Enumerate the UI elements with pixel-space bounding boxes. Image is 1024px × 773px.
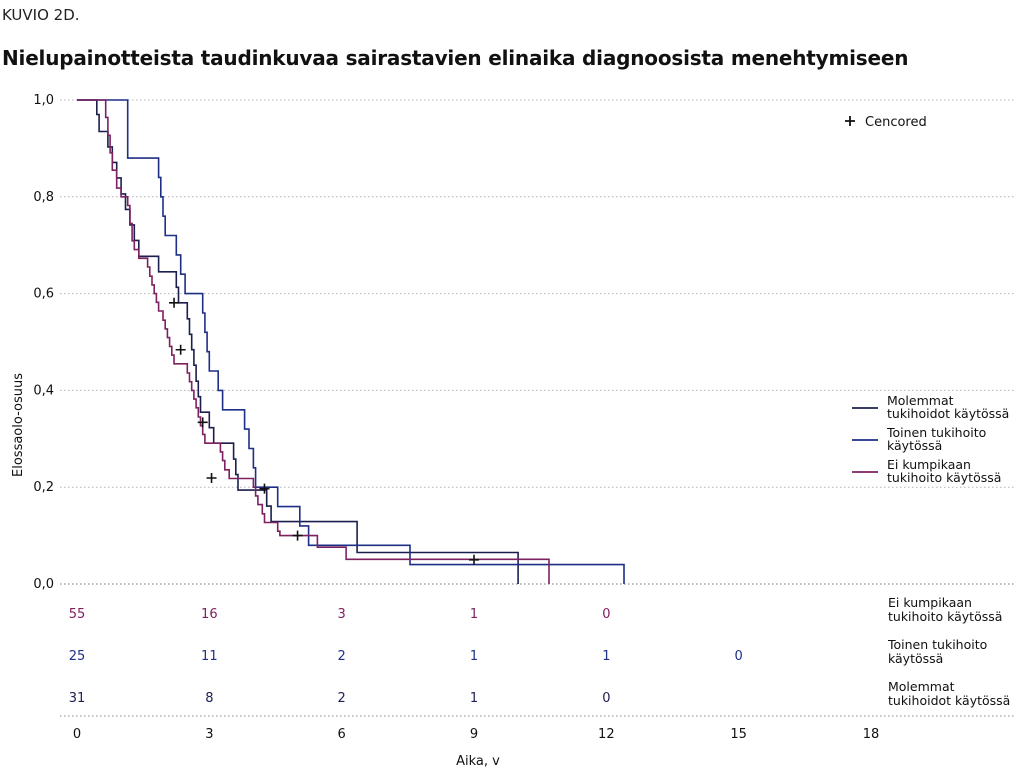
figure-title: Nielupainotteista taudinkuvaa sairastavi…: [2, 46, 909, 70]
censor-marks: [169, 297, 479, 565]
x-tick-label: 15: [730, 727, 747, 742]
censor-mark: [292, 530, 303, 541]
legend-label-second: käytössä: [887, 438, 942, 453]
survival-curve-neither: [77, 99, 550, 584]
y-tick-label: 0,6: [33, 287, 54, 302]
risk-count-second: 0: [735, 649, 743, 664]
legend-label-neither: tukihoito käytössä: [887, 470, 1001, 485]
figure-label: KUVIO 2D.: [2, 6, 80, 24]
censor-legend-icon: [845, 116, 855, 126]
risk-count-both: 8: [205, 691, 213, 706]
x-axis-label: Aika, v: [456, 754, 500, 769]
risk-row-label-both: Molemmat: [888, 679, 955, 694]
censor-mark: [175, 344, 186, 355]
censor-mark: [259, 483, 270, 494]
risk-count-second: 1: [602, 649, 610, 664]
x-tick-label: 12: [598, 727, 615, 742]
x-tick-label: 6: [338, 727, 346, 742]
risk-count-second: 11: [201, 649, 218, 664]
grid-lines: [60, 99, 1016, 585]
x-tick-label: 3: [205, 727, 213, 742]
survival-curve-second: [77, 99, 625, 584]
risk-count-both: 1: [470, 691, 478, 706]
x-tick-label: 0: [73, 727, 81, 742]
x-axis-ticks: 0 3 6 9 12 15 18: [73, 727, 879, 742]
risk-row-label-second: Toinen tukihoito: [887, 637, 987, 652]
risk-count-second: 2: [338, 649, 346, 664]
censor-mark: [469, 554, 479, 565]
y-tick-label: 0,2: [33, 480, 54, 495]
risk-count-both: 2: [338, 691, 346, 706]
censor-mark: [197, 417, 208, 428]
risk-count-neither: 1: [470, 607, 478, 622]
risk-row-label-neither: Ei kumpikaan: [888, 595, 972, 610]
risk-row-label-second: käytössä: [888, 651, 943, 666]
survival-curve-both: [77, 99, 519, 584]
risk-count-both: 31: [69, 691, 86, 706]
x-tick-label: 18: [863, 727, 880, 742]
x-tick-label: 9: [470, 727, 478, 742]
risk-count-neither: 0: [602, 607, 610, 622]
censor-mark: [169, 297, 180, 308]
risk-count-second: 1: [470, 649, 478, 664]
risk-row-label-both: tukihoidot käytössä: [888, 693, 1010, 708]
y-tick-label: 0,4: [33, 383, 54, 398]
censor-mark: [206, 473, 217, 484]
risk-count-second: 25: [69, 649, 86, 664]
censor-legend-label: Cencored: [865, 115, 927, 130]
y-tick-label: 1,0: [33, 93, 54, 108]
risk-count-neither: 3: [338, 607, 346, 622]
risk-count-neither: 55: [69, 607, 86, 622]
y-tick-label: 0,8: [33, 190, 54, 205]
legend-label-both: Molemmat: [887, 393, 954, 408]
legend-label-second: Toinen tukihoito: [886, 425, 986, 440]
risk-count-both: 0: [602, 691, 610, 706]
y-tick-label: 0,0: [33, 577, 54, 592]
y-axis-ticks: 0,0 0,2 0,4 0,6 0,8 1,0: [33, 93, 54, 592]
risk-row-label-neither: tukihoito käytössä: [888, 609, 1002, 624]
survival-curves: [77, 99, 625, 584]
y-axis-label: Elossaolo-osuus: [11, 373, 26, 477]
risk-count-neither: 16: [201, 607, 218, 622]
censor-legend: Cencored: [845, 115, 927, 130]
legend-label-neither: Ei kumpikaan: [887, 457, 971, 472]
legend-label-both: tukihoidot käytössä: [887, 406, 1009, 421]
